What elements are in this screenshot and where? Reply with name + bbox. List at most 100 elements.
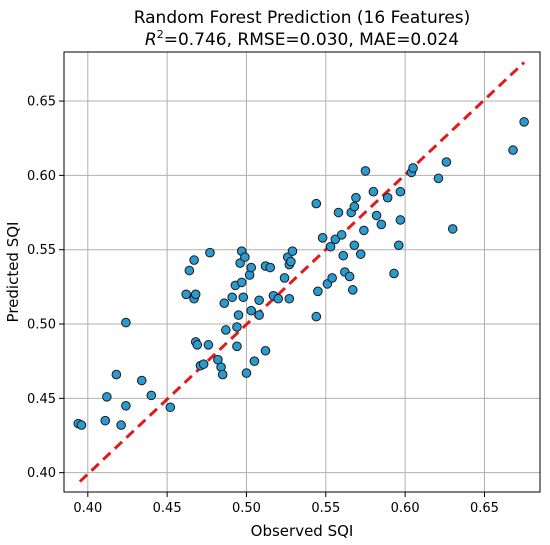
- x-axis-label: Observed SQI: [251, 522, 354, 540]
- data-point: [284, 293, 295, 304]
- data-point: [389, 268, 399, 279]
- data-point: [311, 198, 322, 209]
- data-point: [359, 225, 369, 236]
- data-point: [368, 186, 379, 197]
- data-point: [254, 295, 264, 306]
- y-tick-label: 0.50: [27, 318, 56, 333]
- data-point: [233, 310, 244, 320]
- data-point: [76, 420, 87, 430]
- x-tick-label: 0.60: [391, 501, 420, 516]
- y-tick-label: 0.55: [27, 243, 56, 258]
- data-point: [111, 369, 122, 380]
- r2-symbol: R: [145, 30, 157, 50]
- metrics-text: =0.746, RMSE=0.030, MAE=0.024: [164, 30, 459, 50]
- y-axis-ticks: 0.40 0.45 0.50 0.55 0.60 0.65: [27, 95, 64, 481]
- data-point: [325, 241, 336, 252]
- data-point: [311, 311, 322, 322]
- plot-frame: [63, 51, 541, 493]
- data-point: [393, 240, 404, 251]
- data-point: [338, 250, 349, 261]
- data-point: [360, 166, 371, 176]
- data-point: [327, 273, 337, 283]
- data-point: [217, 369, 228, 380]
- x-tick-label: 0.65: [470, 501, 499, 516]
- data-point: [232, 341, 242, 352]
- data-point: [347, 285, 358, 295]
- data-point: [333, 207, 344, 218]
- data-point: [116, 420, 126, 430]
- data-point: [249, 356, 260, 366]
- data-point: [232, 322, 242, 332]
- data-point: [447, 224, 458, 234]
- data-point: [382, 192, 393, 203]
- data-point: [190, 289, 201, 300]
- data-point: [246, 262, 257, 273]
- data-point: [336, 230, 347, 240]
- data-point: [238, 292, 249, 303]
- data-point: [279, 273, 290, 283]
- data-point: [121, 400, 131, 411]
- data-point: [317, 233, 328, 243]
- data-point: [287, 246, 298, 256]
- fit-line: [78, 61, 526, 483]
- r2-exponent: 2: [157, 28, 164, 41]
- data-point: [441, 157, 452, 167]
- data-point: [519, 117, 529, 127]
- data-point: [227, 292, 237, 303]
- data-point: [408, 163, 418, 173]
- chart-title: Random Forest Prediction (16 Features): [134, 8, 471, 28]
- data-point: [395, 215, 406, 225]
- data-point: [254, 310, 264, 320]
- data-point: [203, 340, 214, 350]
- data-point: [376, 219, 387, 230]
- chart-title-group: Random Forest Prediction (16 Features) R…: [134, 8, 471, 50]
- data-point: [192, 340, 203, 350]
- y-tick-label: 0.60: [27, 169, 56, 184]
- data-point: [136, 375, 147, 386]
- data-point: [205, 247, 215, 258]
- x-tick-label: 0.50: [232, 501, 261, 516]
- data-point: [189, 255, 199, 265]
- data-points: [73, 117, 529, 430]
- y-axis-label: Predicted SQI: [4, 222, 22, 323]
- data-point: [395, 186, 406, 197]
- data-point: [286, 256, 296, 267]
- data-point: [246, 305, 257, 316]
- data-point: [165, 402, 176, 413]
- data-point: [313, 286, 323, 297]
- y-tick-label: 0.45: [27, 392, 56, 407]
- data-point: [236, 277, 247, 288]
- data-point: [508, 145, 518, 155]
- x-tick-label: 0.45: [153, 501, 182, 516]
- data-point: [240, 252, 250, 262]
- x-tick-label: 0.55: [311, 501, 340, 516]
- y-tick-label: 0.65: [27, 95, 56, 110]
- grid-lines: [64, 52, 540, 492]
- data-point: [121, 317, 131, 328]
- data-point: [181, 289, 191, 300]
- data-point: [273, 293, 284, 304]
- data-point: [221, 325, 231, 335]
- data-point: [433, 173, 444, 184]
- data-point: [102, 392, 112, 402]
- data-point: [146, 390, 157, 401]
- data-point: [355, 249, 366, 259]
- data-point: [260, 345, 271, 356]
- x-tick-label: 0.40: [73, 501, 102, 516]
- data-point: [241, 368, 252, 378]
- data-point: [349, 201, 360, 212]
- data-point: [351, 192, 361, 203]
- data-point: [349, 240, 360, 251]
- y-tick-label: 0.40: [27, 466, 56, 481]
- data-point: [184, 265, 195, 276]
- fit-line-group: [78, 61, 526, 483]
- data-point: [371, 210, 382, 221]
- chart-subtitle: R2=0.746, RMSE=0.030, MAE=0.024: [145, 28, 459, 50]
- data-point: [100, 415, 111, 426]
- data-point: [344, 271, 355, 282]
- data-point: [198, 359, 209, 369]
- x-axis-ticks: 0.40 0.45 0.50 0.55 0.60 0.65: [73, 492, 499, 516]
- data-point: [265, 262, 276, 273]
- data-point: [219, 298, 230, 309]
